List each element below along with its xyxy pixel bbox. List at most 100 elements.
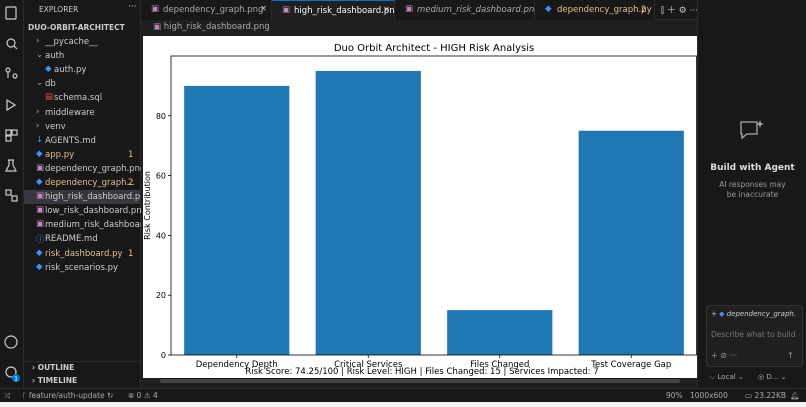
image-preview: Duo Orbit Architect - HIGH Risk Analysis… bbox=[143, 36, 697, 378]
bar bbox=[184, 85, 290, 356]
tab-close[interactable]: × bbox=[383, 5, 391, 15]
tree-badge: 2 bbox=[128, 178, 134, 188]
sidebar: EXPLORER ··· DUO-ORBIT-ARCHITECT › __pyca… bbox=[24, 0, 157, 388]
tree-icon: ◆ bbox=[36, 148, 43, 159]
y-tick-label: 40 bbox=[156, 231, 166, 240]
tree-item[interactable]: ◆ dependency_graph... 2 bbox=[24, 176, 140, 190]
tab-badge: 2 bbox=[641, 5, 647, 15]
bar bbox=[447, 310, 553, 355]
tree-item[interactable]: › __pycache__ bbox=[24, 35, 140, 49]
tree-label: risk_dashboard.py bbox=[45, 248, 123, 259]
timeline-section[interactable]: › TIMELINE bbox=[32, 376, 78, 385]
tab[interactable]: ◆ dependency_graph.py 2 bbox=[535, 0, 655, 20]
footer-text: Risk Score: 74.25/100 | Risk Level: HIGH… bbox=[245, 367, 598, 377]
outline-label: OUTLINE bbox=[37, 363, 75, 372]
y-tick-label: 80 bbox=[156, 112, 166, 121]
tree-label: auth.py bbox=[54, 65, 87, 76]
agent-subtitle: be inaccurate bbox=[726, 190, 779, 199]
tree-item[interactable]: ◆ risk_dashboard.py 1 bbox=[24, 247, 140, 261]
tab[interactable]: ▣ medium_risk_dashboard.png bbox=[395, 0, 540, 20]
editor-actions[interactable]: ⫿ ＋ ⚙ ··· bbox=[661, 6, 699, 16]
tree-icon: ⌄ bbox=[36, 78, 44, 89]
agent-icon bbox=[740, 120, 764, 140]
breadcrumb-bar: ▣ high_risk_dashboard.png bbox=[141, 20, 697, 36]
x-tick-label: Critical Services bbox=[334, 360, 403, 370]
timeline-label: TIMELINE bbox=[37, 376, 78, 385]
more[interactable]: ··· bbox=[128, 2, 137, 12]
tree-label: dependency_graph.png bbox=[45, 163, 146, 174]
tree-icon: ▣ bbox=[36, 219, 45, 230]
chart-title: Duo Orbit Architect - HIGH Risk Analysis bbox=[334, 43, 534, 54]
tab-bar: ▣ dependency_graph.png × ▣ high_risk_dashboa… bbox=[141, 0, 699, 20]
notifications[interactable]: 🔔︎ bbox=[790, 391, 800, 400]
branch-text: feature/auth-update bbox=[28, 391, 105, 400]
send-button[interactable]: ↑ bbox=[787, 351, 794, 360]
context-chip[interactable]: + ◆ dependency_graph. bbox=[711, 310, 797, 318]
tree-label: auth bbox=[45, 51, 65, 62]
remote[interactable]: ⤨ bbox=[4, 391, 10, 400]
tree-label: venv bbox=[45, 121, 66, 132]
tree-item[interactable]: ▤ schema.sql bbox=[24, 91, 140, 105]
tab[interactable]: ▣ high_risk_dashboard.png × bbox=[272, 0, 400, 20]
chat-tools[interactable]: + ⊘ ··· bbox=[711, 351, 738, 360]
mode-picker[interactable]: ⌵ Local ⌄ bbox=[710, 373, 744, 381]
scrollbar[interactable] bbox=[160, 379, 680, 383]
tree-label: schema.sql bbox=[54, 93, 103, 104]
zoom[interactable]: 90% bbox=[666, 391, 683, 400]
y-tick-label: 60 bbox=[156, 172, 166, 181]
chat-placeholder: Describe what to build bbox=[711, 330, 796, 339]
tab-icon: ▣ bbox=[282, 5, 291, 15]
breadcrumb[interactable]: ▣ high_risk_dashboard.png bbox=[153, 22, 270, 32]
tab-icon: ▣ bbox=[405, 4, 414, 14]
dimensions: 1000x600 bbox=[690, 391, 728, 400]
tree-item[interactable]: ▣ medium_risk_dashboard... bbox=[24, 218, 157, 232]
project-title[interactable]: DUO-ORBIT-ARCHITECT bbox=[28, 23, 125, 32]
agent-title: Build with Agent bbox=[710, 163, 795, 173]
tab-label: high_risk_dashboard.png bbox=[294, 6, 401, 16]
tree-item[interactable]: ⓘ README.md bbox=[24, 232, 140, 246]
outline-section[interactable]: › OUTLINE bbox=[32, 363, 75, 372]
tree-label: middleware bbox=[45, 107, 95, 118]
branch[interactable]: ᚴ feature/auth-update ↻ bbox=[22, 391, 114, 400]
tree-badge: 1 bbox=[128, 149, 134, 160]
tab[interactable]: ▣ dependency_graph.png × bbox=[141, 0, 272, 20]
mode-text: Local bbox=[717, 373, 736, 381]
tree-icon: ◆ bbox=[36, 177, 43, 187]
y-axis-label: Risk Contribution bbox=[143, 171, 152, 240]
tree-item[interactable]: ⌄ db bbox=[24, 77, 140, 91]
tree-item[interactable]: ◆ app.py 1 bbox=[24, 148, 140, 162]
file-size: ▭ 23.22KB bbox=[745, 391, 787, 400]
chat-input[interactable]: + ◆ dependency_graph. Describe what to b… bbox=[706, 305, 803, 367]
tree-item[interactable]: ▣ low_risk_dashboard.png bbox=[24, 204, 147, 218]
tree-item[interactable]: ▣ dependency_graph.png bbox=[24, 162, 145, 176]
tree-icon: › bbox=[36, 106, 40, 117]
tree-item[interactable]: ◆ auth.py bbox=[24, 63, 140, 77]
y-tick-label: 0 bbox=[161, 351, 166, 360]
tree-item[interactable]: ⌄ auth bbox=[24, 49, 140, 63]
tree-icon: ▣ bbox=[36, 191, 45, 202]
tree-item[interactable]: ↓ AGENTS.md bbox=[24, 134, 140, 148]
error-count: 0 bbox=[136, 391, 142, 400]
tree-badge: 1 bbox=[128, 248, 134, 259]
bar bbox=[578, 130, 684, 355]
tree-icon: ⌄ bbox=[36, 50, 44, 61]
model-picker[interactable]: ◎ D... ⌄ bbox=[758, 373, 787, 381]
tree-item[interactable]: ▣ high_risk_dashboard.png bbox=[24, 190, 151, 205]
tree-item[interactable]: ◆ risk_scenarios.py bbox=[24, 261, 140, 275]
agent-subtitle: AI responses may bbox=[719, 180, 786, 189]
tree-icon: ▣ bbox=[36, 205, 45, 216]
tree-item[interactable]: › middleware bbox=[24, 106, 140, 120]
tab-close[interactable]: × bbox=[260, 4, 268, 14]
model-text: D... bbox=[766, 373, 779, 381]
x-tick-label: Test Coverage Gap bbox=[590, 360, 671, 370]
tree-icon: › bbox=[36, 120, 40, 131]
tree-label: risk_scenarios.py bbox=[45, 262, 118, 273]
x-tick-label: Files Changed bbox=[470, 360, 529, 370]
activity-bar: 1 bbox=[0, 0, 24, 388]
context-text: dependency_graph. bbox=[726, 310, 797, 318]
tree-label: __pycache__ bbox=[45, 37, 98, 47]
problems[interactable]: ⊗ 0 ⚠ 4 bbox=[128, 391, 158, 400]
tree-item[interactable]: › venv bbox=[24, 120, 140, 134]
tab-label: dependency_graph.py bbox=[557, 5, 652, 15]
activity-badge: 1 bbox=[14, 376, 18, 383]
